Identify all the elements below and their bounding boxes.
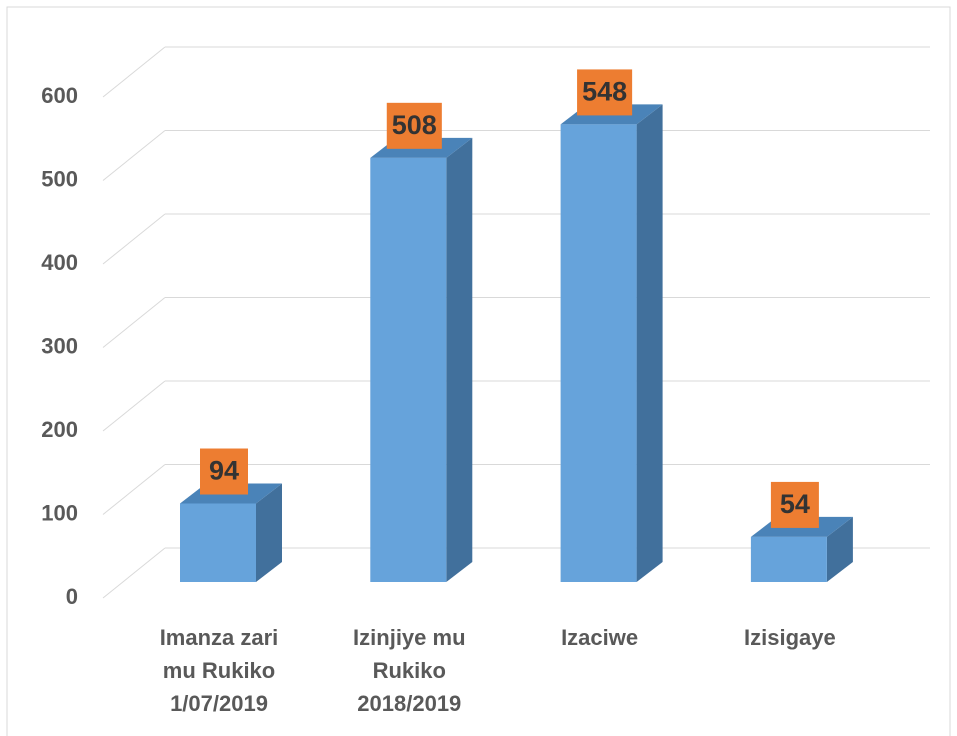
grid-line: [102, 46, 166, 98]
grid-line: [102, 130, 166, 181]
x-tick-label: Imanza zari mu Rukiko 1/07/2019: [159, 625, 279, 716]
frame: [6, 6, 951, 736]
y-tick-label: 200: [41, 417, 78, 442]
bar: [180, 483, 282, 582]
y-tick-label: 600: [41, 83, 78, 108]
y-tick-label: 0: [66, 584, 78, 609]
bar-side: [256, 483, 282, 582]
bar: [560, 104, 663, 583]
bar-front: [180, 503, 256, 582]
y-tick-label: 400: [41, 250, 78, 275]
y-tick-label: 500: [41, 166, 78, 191]
grid-line: [102, 380, 166, 432]
value-label-box: [200, 448, 248, 495]
value-label: 508: [392, 110, 437, 140]
bar-front: [560, 124, 637, 583]
x-tick-label: Izisigaye: [744, 625, 836, 650]
value-label: 94: [209, 456, 239, 486]
grid-line: [102, 213, 166, 265]
bar-side: [636, 104, 663, 583]
grid-line: [102, 547, 166, 599]
x-tick-label: Izaciwe: [561, 625, 639, 650]
y-tick-label: 300: [41, 333, 78, 358]
value-label-box: [770, 481, 819, 528]
bar-front: [750, 536, 827, 582]
bar-side: [446, 137, 473, 582]
value-label-box: [577, 69, 633, 116]
y-tick-label: 100: [41, 500, 78, 525]
grid-line: [102, 297, 166, 348]
bar: [370, 137, 473, 582]
value-label: 548: [582, 77, 627, 107]
bar-front: [370, 157, 447, 582]
value-label-box: [386, 102, 442, 149]
bar-side: [826, 516, 853, 582]
grid-line: [102, 464, 166, 515]
x-tick-label: Izinjiye mu Rukiko 2018/2019: [353, 625, 466, 716]
value-label: 54: [780, 489, 810, 519]
